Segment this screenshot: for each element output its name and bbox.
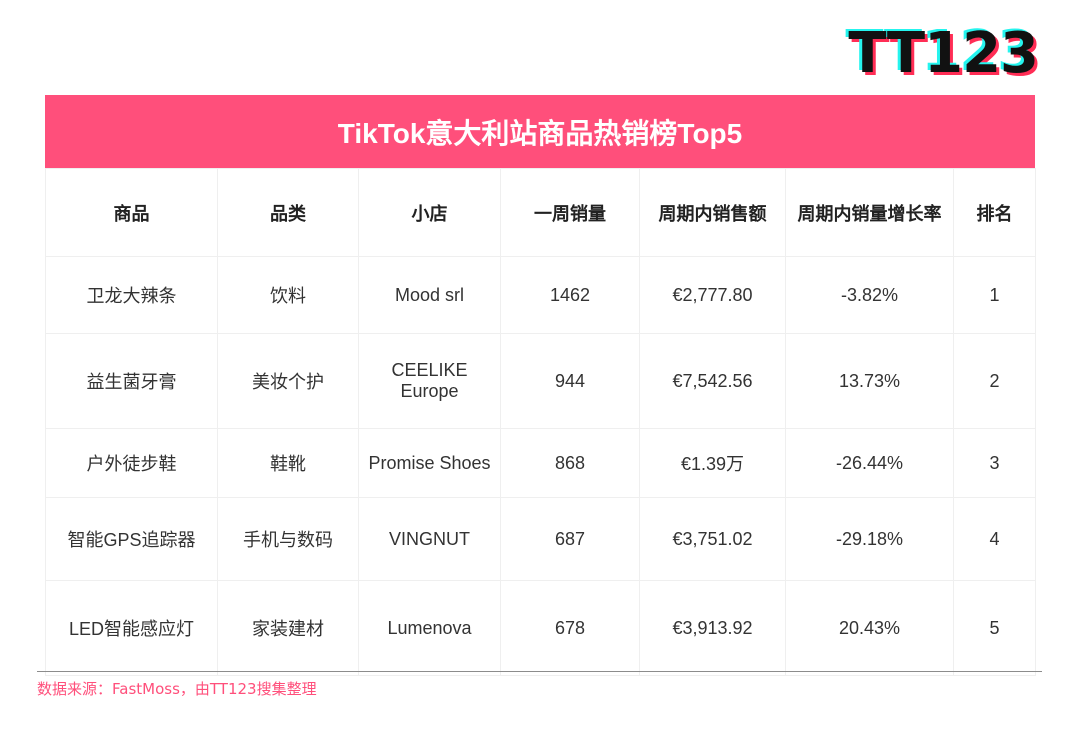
table-row: 户外徒步鞋 鞋靴 Promise Shoes 868 €1.39万 -26.44… bbox=[45, 428, 1036, 498]
cell-product: 户外徒步鞋 bbox=[45, 428, 218, 498]
cell-weekly-sales: 1462 bbox=[500, 256, 640, 334]
cell-revenue: €7,542.56 bbox=[639, 333, 786, 429]
cell-category: 饮料 bbox=[217, 256, 359, 334]
cell-revenue: €2,777.80 bbox=[639, 256, 786, 334]
cell-weekly-sales: 944 bbox=[500, 333, 640, 429]
table-row: LED智能感应灯 家装建材 Lumenova 678 €3,913.92 20.… bbox=[45, 580, 1036, 676]
cell-category: 手机与数码 bbox=[217, 497, 359, 581]
footer-divider bbox=[37, 671, 1042, 672]
cell-rank: 2 bbox=[953, 333, 1036, 429]
header-rank: 排名 bbox=[953, 168, 1036, 257]
data-source-note: 数据来源：FastMoss，由TT123搜集整理 bbox=[37, 680, 317, 698]
table-title: TikTok意大利站商品热销榜Top5 bbox=[45, 95, 1035, 168]
header-shop: 小店 bbox=[358, 168, 501, 257]
cell-category: 家装建材 bbox=[217, 580, 359, 676]
logo-wordmark: TT123 TT123 TT123 bbox=[845, 20, 1042, 89]
cell-product: LED智能感应灯 bbox=[45, 580, 218, 676]
cell-shop: Lumenova bbox=[358, 580, 501, 676]
cell-shop: Promise Shoes bbox=[358, 428, 501, 498]
cell-shop: Mood srl bbox=[358, 256, 501, 334]
ranking-table: 商品 品类 小店 一周销量 周期内销售额 周期内销量增长率 排名 卫龙大辣条 饮… bbox=[45, 168, 1036, 676]
tt123-logo: TT123 TT123 TT123 bbox=[845, 20, 1042, 89]
ranking-card: TikTok意大利站商品热销榜Top5 商品 品类 小店 一周销量 周期内销售额… bbox=[45, 95, 1036, 676]
cell-growth: -3.82% bbox=[785, 256, 954, 334]
cell-weekly-sales: 687 bbox=[500, 497, 640, 581]
cell-rank: 4 bbox=[953, 497, 1036, 581]
header-product: 商品 bbox=[45, 168, 218, 257]
cell-shop: CEELIKE Europe bbox=[358, 333, 501, 429]
cell-revenue: €3,913.92 bbox=[639, 580, 786, 676]
cell-weekly-sales: 678 bbox=[500, 580, 640, 676]
table-row: 智能GPS追踪器 手机与数码 VINGNUT 687 €3,751.02 -29… bbox=[45, 497, 1036, 581]
header-weekly-sales: 一周销量 bbox=[500, 168, 640, 257]
cell-revenue: €3,751.02 bbox=[639, 497, 786, 581]
cell-product: 卫龙大辣条 bbox=[45, 256, 218, 334]
cell-category: 鞋靴 bbox=[217, 428, 359, 498]
header-revenue: 周期内销售额 bbox=[639, 168, 786, 257]
cell-growth: 13.73% bbox=[785, 333, 954, 429]
cell-rank: 1 bbox=[953, 256, 1036, 334]
cell-rank: 5 bbox=[953, 580, 1036, 676]
cell-revenue: €1.39万 bbox=[639, 428, 786, 498]
cell-product: 智能GPS追踪器 bbox=[45, 497, 218, 581]
cell-growth: 20.43% bbox=[785, 580, 954, 676]
cell-category: 美妆个护 bbox=[217, 333, 359, 429]
cell-growth: -29.18% bbox=[785, 497, 954, 581]
table-header-row: 商品 品类 小店 一周销量 周期内销售额 周期内销量增长率 排名 bbox=[45, 168, 1036, 257]
table-row: 益生菌牙膏 美妆个护 CEELIKE Europe 944 €7,542.56 … bbox=[45, 333, 1036, 429]
table-row: 卫龙大辣条 饮料 Mood srl 1462 €2,777.80 -3.82% … bbox=[45, 256, 1036, 334]
header-category: 品类 bbox=[217, 168, 359, 257]
cell-growth: -26.44% bbox=[785, 428, 954, 498]
cell-weekly-sales: 868 bbox=[500, 428, 640, 498]
header-growth: 周期内销量增长率 bbox=[785, 168, 954, 257]
logo-text: TT123 bbox=[848, 21, 1039, 86]
cell-product: 益生菌牙膏 bbox=[45, 333, 218, 429]
cell-rank: 3 bbox=[953, 428, 1036, 498]
cell-shop: VINGNUT bbox=[358, 497, 501, 581]
